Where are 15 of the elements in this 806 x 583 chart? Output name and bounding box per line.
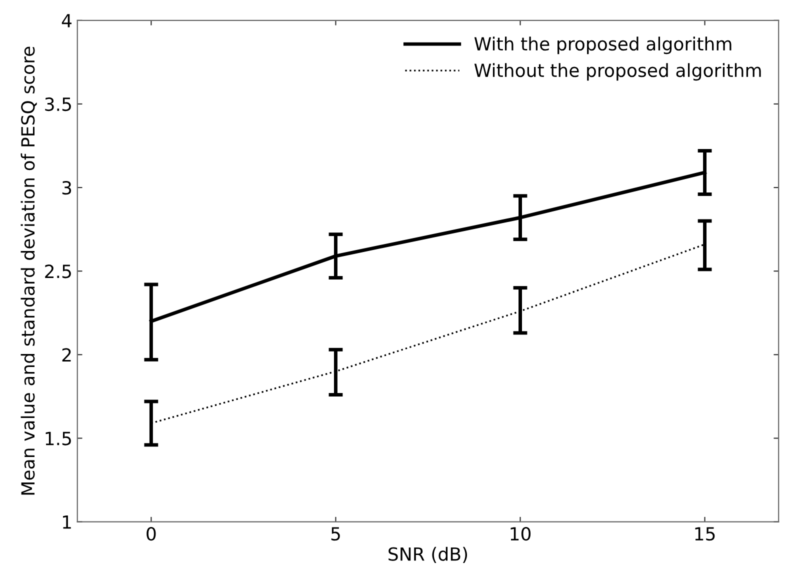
y-tick-label: 1.5 (46, 432, 71, 446)
x-axis-title: SNR (dB) (388, 546, 468, 563)
y-tick-label: 1 (63, 515, 71, 529)
y-axis-title: Mean value and standard deviation of PESQ score (20, 46, 37, 495)
x-tick-label: 15 (695, 527, 715, 541)
y-tick-label: 2 (62, 348, 71, 362)
y-tick-label: 3 (62, 180, 72, 195)
x-tick-label: 5 (331, 527, 340, 541)
y-tick-label: 2.5 (45, 264, 71, 278)
x-tick-label: 10 (510, 526, 531, 541)
y-tick-label: 4 (62, 14, 72, 28)
legend-label: Without the proposed algorithm (474, 63, 761, 81)
x-tick-label: 0 (146, 526, 156, 541)
y-tick-label: 3.5 (45, 97, 71, 112)
legend-label: With the proposed algorithm (474, 36, 732, 54)
